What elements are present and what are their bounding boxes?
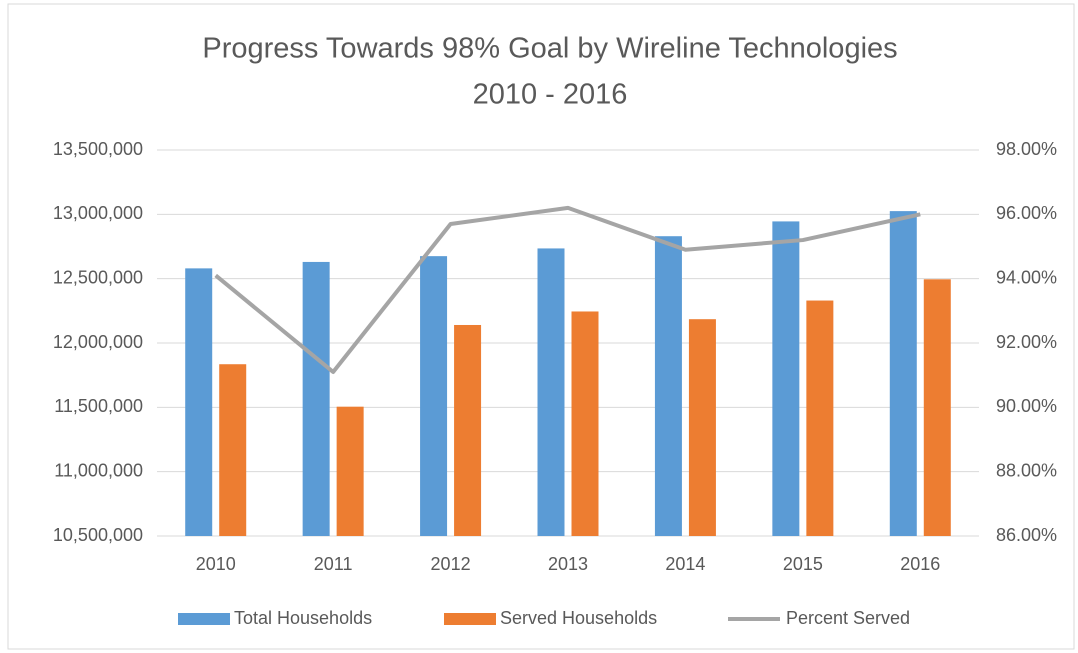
bar xyxy=(420,256,448,536)
y-tick-label: 13,500,000 xyxy=(53,139,143,159)
line-series xyxy=(214,205,921,374)
chart-subtitle: 2010 - 2016 xyxy=(473,79,628,111)
bar xyxy=(302,261,330,536)
y-tick-label: 12,500,000 xyxy=(53,267,143,287)
x-tick-label: 2012 xyxy=(431,554,471,574)
bar xyxy=(185,268,213,536)
y2-tick-label: 94.00% xyxy=(996,267,1057,287)
y2-tick-label: 88.00% xyxy=(996,460,1057,480)
legend-swatch xyxy=(178,613,230,625)
y2-tick-label: 90.00% xyxy=(996,396,1057,416)
y2-tick-label: 98.00% xyxy=(996,139,1057,159)
bar xyxy=(219,364,247,536)
legend-label: Percent Served xyxy=(786,608,910,628)
legend-label: Served Households xyxy=(500,608,657,628)
y2-tick-label: 92.00% xyxy=(996,332,1057,352)
x-tick-label: 2011 xyxy=(314,554,353,574)
y2-tick-label: 86.00% xyxy=(996,525,1057,545)
legend-label: Total Households xyxy=(234,608,372,628)
bar xyxy=(772,221,800,536)
x-tick-label: 2013 xyxy=(548,554,588,574)
y-tick-label: 10,500,000 xyxy=(53,525,143,545)
y-tick-label: 11,000,000 xyxy=(54,460,143,480)
bar xyxy=(889,211,917,536)
bar xyxy=(571,311,599,536)
y-tick-label: 13,000,000 xyxy=(53,203,143,223)
y-tick-label: 11,500,000 xyxy=(54,396,143,416)
bar xyxy=(454,324,482,536)
legend-swatch xyxy=(444,613,496,625)
bar xyxy=(806,300,834,536)
bar xyxy=(654,236,682,536)
x-tick-label: 2010 xyxy=(196,554,236,574)
y2-tick-label: 96.00% xyxy=(996,203,1057,223)
chart-title: Progress Towards 98% Goal by Wireline Te… xyxy=(202,33,897,65)
x-tick-label: 2015 xyxy=(783,554,823,574)
y-tick-label: 12,000,000 xyxy=(53,332,143,352)
bar xyxy=(688,319,716,536)
x-tick-label: 2014 xyxy=(665,554,705,574)
bar xyxy=(537,248,565,536)
bar xyxy=(923,279,951,536)
x-tick-label: 2016 xyxy=(900,554,940,574)
bar xyxy=(336,406,364,536)
